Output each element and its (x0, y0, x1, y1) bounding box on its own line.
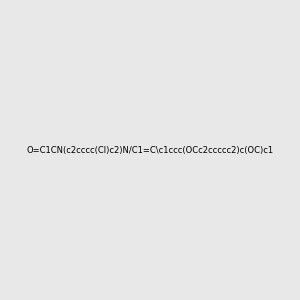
Text: O=C1CN(c2cccc(Cl)c2)N/C1=C\c1ccc(OCc2ccccc2)c(OC)c1: O=C1CN(c2cccc(Cl)c2)N/C1=C\c1ccc(OCc2ccc… (26, 146, 274, 154)
